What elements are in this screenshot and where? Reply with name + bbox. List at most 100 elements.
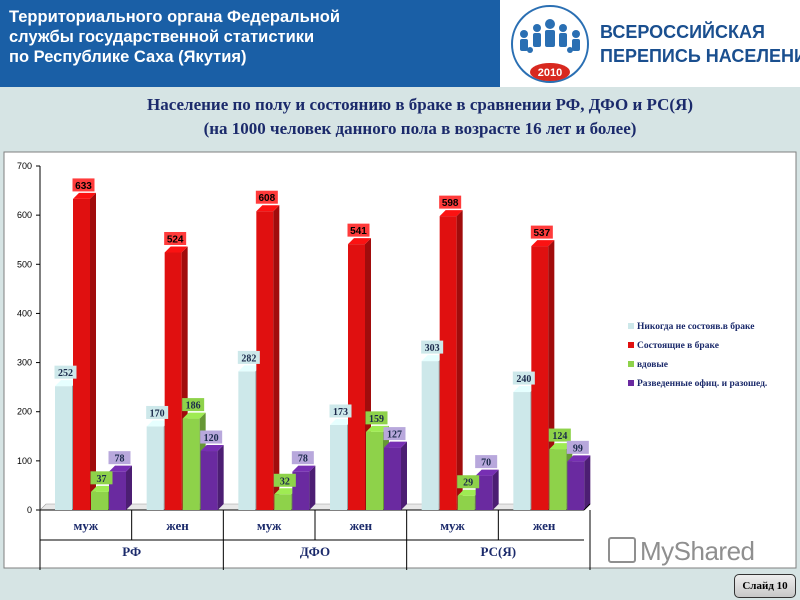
bar: [348, 244, 365, 510]
y-tick-label: 300: [17, 358, 32, 368]
data-label: 124: [552, 431, 567, 442]
bar: [384, 447, 401, 510]
bar: [330, 424, 347, 510]
data-label-box: [383, 427, 406, 441]
bar: [73, 198, 90, 510]
bar-side: [548, 240, 555, 511]
data-label: 303: [425, 343, 440, 354]
bar-side: [584, 455, 591, 510]
bar-top: [384, 441, 407, 448]
data-label: 170: [150, 408, 165, 419]
bar-side: [273, 205, 280, 510]
category-label: муж: [257, 518, 282, 533]
bar: [109, 471, 126, 510]
data-label: 78: [115, 454, 125, 465]
bar-top: [182, 412, 206, 419]
bar-side: [492, 469, 499, 510]
data-label-box: [146, 405, 169, 419]
data-label: 240: [516, 374, 531, 385]
bar-top: [256, 205, 280, 212]
bar: [146, 426, 164, 510]
data-label-box: [108, 451, 131, 465]
census-title-1: ВСЕРОССИЙСКАЯ: [600, 22, 765, 42]
category-label: муж: [74, 518, 99, 533]
data-label-box: [90, 471, 113, 485]
legend-label: Разведенные офиц. и разошед.: [637, 378, 767, 389]
bar: [164, 252, 182, 510]
bar-top: [330, 418, 353, 425]
bar: [439, 216, 457, 510]
bar: [274, 494, 292, 510]
bar-top: [531, 240, 555, 247]
bar-top: [274, 488, 298, 495]
bar: [531, 246, 549, 511]
bar-side: [401, 441, 407, 510]
data-label: 186: [186, 401, 201, 412]
census-year: 2010: [538, 67, 562, 79]
bar-top: [421, 355, 445, 362]
category-label: муж: [440, 518, 465, 533]
bar: [475, 475, 493, 510]
header-org-panel: Территориального органа Федеральной служ…: [0, 0, 500, 87]
data-label-box: [291, 451, 314, 465]
org-line-3: по Республике Саха (Якутия): [9, 48, 247, 66]
slide-number-badge: Слайд 10: [734, 574, 796, 598]
data-label-box: [365, 411, 388, 425]
bar-side: [217, 445, 224, 510]
bar-top: [567, 455, 591, 462]
bar-top: [439, 210, 463, 217]
data-label-box: [548, 428, 571, 442]
data-label-box: [164, 231, 187, 245]
watermark-icon: [608, 537, 636, 563]
bar-top: [238, 365, 262, 372]
bar-top: [146, 420, 170, 427]
bar-top: [348, 238, 371, 245]
census-title-2: ПЕРЕПИСЬ НАСЕЛЕНИЯ: [600, 46, 800, 66]
data-label: 99: [573, 443, 583, 454]
data-label: 608: [258, 193, 275, 204]
watermark: MyShared: [608, 536, 755, 567]
bar: [292, 471, 310, 510]
y-tick-label: 600: [17, 210, 32, 220]
bar-top: [475, 469, 499, 476]
bar: [200, 451, 218, 510]
legend-label: Состоящие в браке: [637, 340, 719, 351]
data-label-box: [512, 371, 535, 385]
bar-side: [309, 465, 316, 510]
legend-label: Никогда не состояв.в браке: [637, 321, 754, 332]
bar-side: [126, 465, 132, 510]
data-label: 37: [97, 474, 107, 485]
data-label: 633: [75, 181, 92, 192]
bar: [366, 431, 383, 510]
floor-edge: [583, 503, 591, 511]
data-label: 70: [481, 458, 491, 469]
legend-swatch: [628, 380, 634, 386]
bar: [256, 211, 274, 510]
y-tick-label: 200: [17, 407, 32, 417]
group-label: РФ: [122, 544, 141, 559]
data-label-box: [273, 473, 296, 487]
y-tick-label: 400: [17, 308, 32, 318]
bar-top: [91, 485, 114, 492]
org-line-1: Территориального органа Федеральной: [9, 8, 340, 26]
data-label-box: [182, 398, 205, 412]
data-label-box: [72, 178, 95, 192]
data-label-box: [329, 404, 352, 418]
data-label-box: [421, 340, 444, 354]
category-label: жен: [350, 518, 373, 533]
data-label: 282: [241, 353, 256, 364]
data-label-box: [439, 195, 462, 209]
data-label-box: [475, 455, 498, 469]
bar: [421, 361, 439, 510]
data-label: 598: [442, 198, 459, 209]
bar-side: [90, 192, 96, 510]
legend-label: вдовые: [637, 360, 668, 370]
data-label-box: [200, 430, 223, 444]
bar-top: [549, 443, 573, 450]
chart-title-1: Население по полу и состоянию в браке в …: [147, 95, 693, 114]
data-label: 78: [298, 454, 308, 465]
data-label-box: [255, 190, 278, 204]
data-label: 173: [333, 407, 348, 418]
watermark-text: MyShared: [640, 536, 755, 566]
